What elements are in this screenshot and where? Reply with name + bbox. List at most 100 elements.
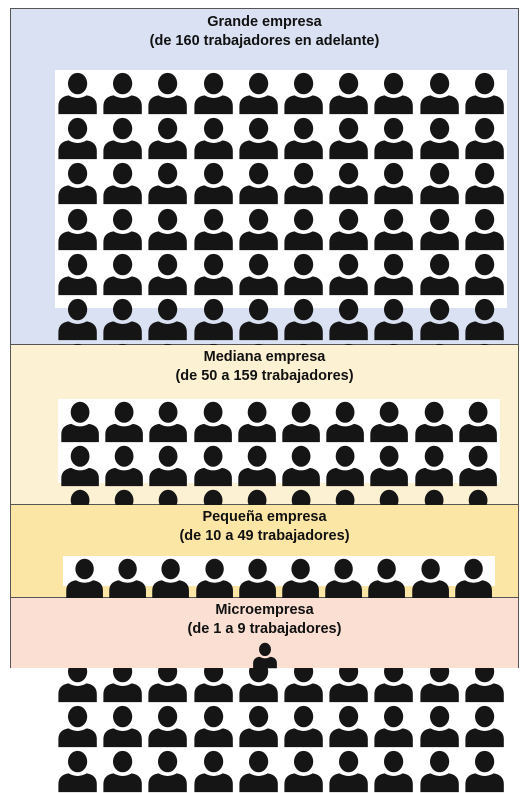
person-icon — [322, 556, 365, 599]
person-icon — [100, 703, 145, 748]
person-icon — [100, 115, 145, 160]
person-icon — [281, 296, 326, 341]
person-icon — [279, 443, 323, 487]
person-icon — [462, 296, 507, 341]
tier-microempresa: Microempresa (de 1 a 9 trabajadores) — [11, 598, 518, 669]
person-icon — [281, 703, 326, 748]
person-icon — [281, 251, 326, 296]
person-icon — [146, 399, 190, 443]
person-icon — [236, 115, 281, 160]
person-icon — [251, 641, 279, 669]
person-icon — [145, 115, 190, 160]
person-icon — [371, 296, 416, 341]
person-icon — [191, 160, 236, 205]
person-icon — [145, 251, 190, 296]
tier-title: Mediana empresa (de 50 a 159 trabajadore… — [11, 348, 518, 386]
person-icon — [462, 70, 507, 115]
person-icon — [100, 70, 145, 115]
person-icon — [417, 206, 462, 251]
person-icon — [326, 251, 371, 296]
person-icon — [145, 296, 190, 341]
person-icon — [191, 206, 236, 251]
person-icon — [55, 160, 100, 205]
person-icon — [281, 70, 326, 115]
person-icon — [326, 296, 371, 341]
person-icon — [236, 748, 281, 793]
person-icon — [367, 443, 411, 487]
person-icon — [281, 160, 326, 205]
person-icon — [412, 399, 456, 443]
person-icon — [371, 115, 416, 160]
person-icon — [235, 443, 279, 487]
person-icon — [106, 556, 149, 599]
person-icon — [371, 206, 416, 251]
person-icon — [145, 206, 190, 251]
person-icon — [191, 70, 236, 115]
tier-name: Mediana empresa — [203, 349, 326, 365]
person-icon — [417, 703, 462, 748]
person-icon — [281, 206, 326, 251]
company-size-diagram: Grande empresa (de 160 trabajadores en a… — [10, 8, 519, 793]
person-icon — [236, 296, 281, 341]
person-icon — [326, 206, 371, 251]
person-icon — [145, 70, 190, 115]
person-icon — [462, 115, 507, 160]
person-icon — [462, 703, 507, 748]
person-icon — [100, 160, 145, 205]
person-icon — [55, 206, 100, 251]
tier-grande-empresa: Grande empresa (de 160 trabajadores en a… — [11, 9, 518, 793]
person-icon — [365, 556, 408, 599]
person-icon — [63, 556, 106, 599]
person-icon — [371, 703, 416, 748]
person-icon — [55, 703, 100, 748]
person-icon — [55, 296, 100, 341]
person-icon — [100, 748, 145, 793]
person-icon — [417, 251, 462, 296]
person-icon — [191, 251, 236, 296]
person-icon — [326, 160, 371, 205]
person-icon — [191, 399, 235, 443]
person-icon — [191, 115, 236, 160]
person-icon — [462, 160, 507, 205]
person-icon — [326, 703, 371, 748]
person-icon — [102, 399, 146, 443]
person-icon — [417, 296, 462, 341]
person-icon — [100, 251, 145, 296]
tier-title: Microempresa (de 1 a 9 trabajadores) — [11, 601, 518, 639]
person-icon — [323, 399, 367, 443]
person-icon — [456, 399, 500, 443]
person-icon — [281, 748, 326, 793]
person-icon — [326, 748, 371, 793]
person-icon — [236, 160, 281, 205]
person-icon — [462, 206, 507, 251]
person-icon — [412, 443, 456, 487]
person-icon — [371, 251, 416, 296]
person-icon — [279, 556, 322, 599]
tier-name: Microempresa — [215, 602, 314, 618]
person-icon — [417, 748, 462, 793]
person-icon — [279, 399, 323, 443]
person-icon — [100, 296, 145, 341]
person-icon — [149, 556, 192, 599]
person-icon — [55, 115, 100, 160]
person-icon — [281, 115, 326, 160]
tier-title: Grande empresa (de 160 trabajadores en a… — [11, 13, 518, 51]
person-icon — [371, 70, 416, 115]
person-icon — [145, 160, 190, 205]
people-grid — [58, 399, 500, 619]
person-icon — [191, 296, 236, 341]
person-icon — [145, 748, 190, 793]
person-icon — [456, 443, 500, 487]
people-grid — [55, 70, 507, 793]
person-icon — [323, 443, 367, 487]
person-icon — [371, 160, 416, 205]
person-icon — [193, 556, 236, 599]
person-icon — [236, 206, 281, 251]
tier-mediana-empresa: Mediana empresa (de 50 a 159 trabajadore… — [11, 345, 518, 619]
person-icon — [146, 443, 190, 487]
people-grid — [251, 641, 279, 669]
tier-pequena-empresa: Pequeña empresa (de 10 a 49 trabajadores… — [11, 505, 518, 599]
person-icon — [417, 70, 462, 115]
person-icon — [371, 748, 416, 793]
person-icon — [145, 703, 190, 748]
